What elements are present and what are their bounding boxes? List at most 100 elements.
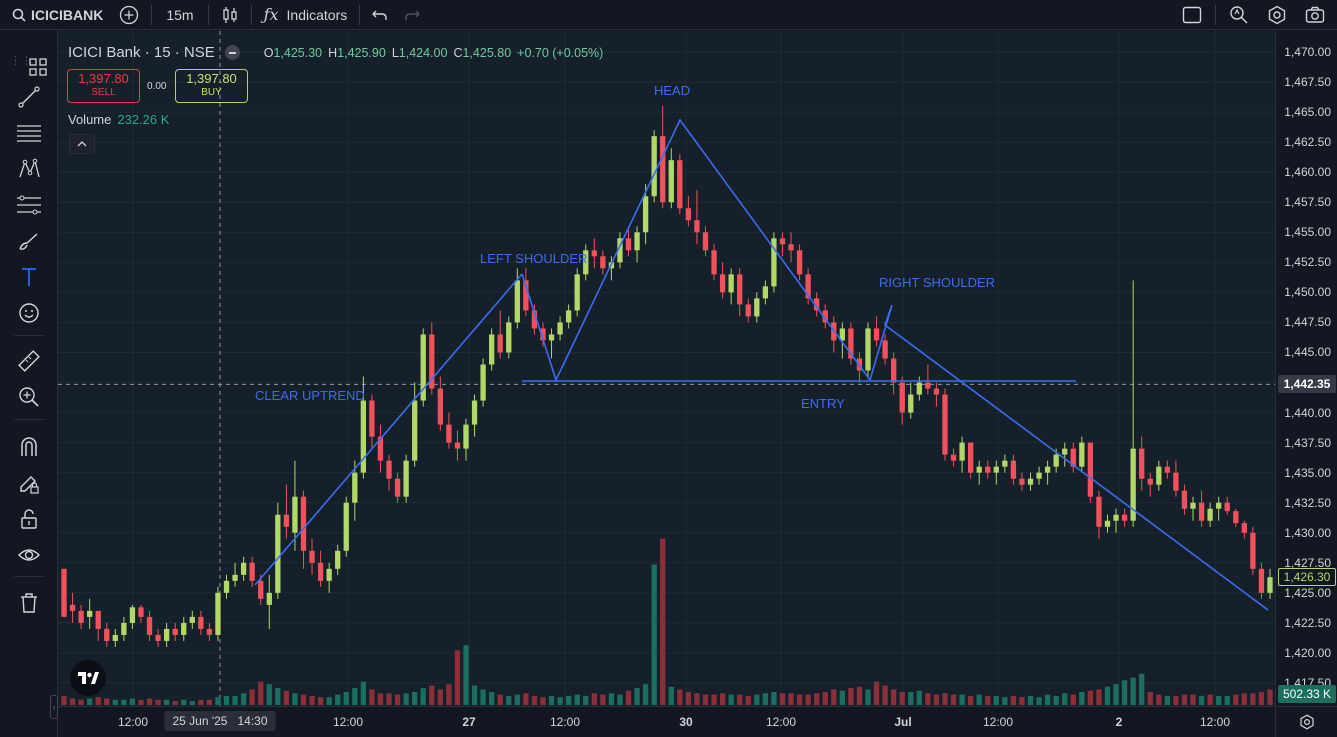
price-chart[interactable] bbox=[58, 31, 1275, 706]
undo-button[interactable] bbox=[364, 0, 396, 30]
candle-body bbox=[754, 298, 760, 317]
toolbar-divider bbox=[250, 4, 252, 25]
volume-bar bbox=[1044, 694, 1051, 705]
open-value: O1,425.30 bbox=[263, 45, 323, 60]
interval-button[interactable]: 15m bbox=[166, 6, 194, 23]
candle-body bbox=[574, 274, 580, 311]
price-axis[interactable]: 1,470.00 1,467.50 1,465.00 1,462.50 1,460.00… bbox=[1275, 31, 1337, 706]
candle-body bbox=[454, 442, 461, 449]
fib-tool[interactable] bbox=[12, 118, 46, 148]
chart-type-button[interactable] bbox=[213, 0, 247, 30]
right-shoulder-label[interactable]: RIGHT SHOULDER bbox=[879, 275, 996, 290]
text-tool[interactable] bbox=[12, 262, 46, 292]
symbol-search[interactable]: ICICIBANK bbox=[0, 0, 111, 30]
candle-body bbox=[121, 622, 127, 635]
entry-label[interactable]: ENTRY bbox=[801, 396, 845, 411]
time-tick: 12:00 bbox=[117, 715, 149, 729]
candle-body bbox=[771, 238, 777, 287]
candle-body bbox=[352, 472, 358, 503]
head-label[interactable]: HEAD bbox=[654, 83, 691, 98]
hide-drawings-tool[interactable] bbox=[12, 540, 46, 570]
zoom-tool[interactable] bbox=[12, 382, 46, 412]
layout-icon bbox=[1182, 6, 1202, 24]
magnet-tool[interactable] bbox=[12, 432, 46, 462]
projection-tool[interactable] bbox=[12, 190, 46, 220]
axis-settings-button[interactable] bbox=[1275, 706, 1337, 737]
layout-button[interactable] bbox=[1173, 0, 1211, 30]
volume-bar bbox=[386, 693, 392, 705]
ruler-tool[interactable] bbox=[12, 346, 46, 376]
volume-bar bbox=[839, 690, 845, 705]
top-right-tools bbox=[1173, 0, 1337, 30]
candle-body bbox=[61, 568, 67, 617]
volume-bar bbox=[805, 694, 811, 705]
candle-body bbox=[369, 400, 375, 437]
drag-handle[interactable]: ⋮⋮ bbox=[10, 55, 32, 67]
collapse-legend-button[interactable] bbox=[69, 134, 95, 154]
volume-bar bbox=[711, 694, 717, 705]
volume-bar bbox=[394, 694, 401, 705]
price-tick: 1,457.50 bbox=[1284, 195, 1331, 210]
volume-bar bbox=[1207, 694, 1213, 705]
volume-bar bbox=[642, 684, 649, 705]
candle-body bbox=[625, 238, 632, 251]
toolbar-divider bbox=[359, 4, 361, 25]
add-symbol-button[interactable] bbox=[111, 0, 147, 30]
apps-tool[interactable] bbox=[26, 52, 50, 82]
pattern-tool[interactable] bbox=[12, 154, 46, 184]
emoji-icon bbox=[19, 303, 39, 323]
volume-bar bbox=[198, 699, 204, 705]
time-axis[interactable]: 12:00 12:00 27 12:00 30 12:00 Jul 12:00 2 12:00 25… bbox=[58, 706, 1275, 737]
emoji-tool[interactable] bbox=[12, 298, 46, 328]
projection-icon bbox=[17, 195, 41, 215]
volume-bar bbox=[668, 686, 674, 705]
chevron-up-icon bbox=[77, 141, 87, 147]
legend-toggle[interactable] bbox=[224, 45, 240, 60]
candle-body bbox=[232, 574, 238, 581]
volume-bar bbox=[608, 693, 615, 705]
price-tick: 1,450.00 bbox=[1284, 285, 1331, 300]
settings-button[interactable] bbox=[1258, 0, 1296, 30]
clear-uptrend-label[interactable]: CLEAR UPTREND bbox=[255, 388, 365, 403]
redo-button[interactable] bbox=[396, 0, 428, 30]
screenshot-button[interactable] bbox=[1296, 0, 1337, 30]
brush-tool[interactable] bbox=[12, 226, 46, 256]
volume-bar bbox=[574, 694, 580, 705]
chart-pane[interactable] bbox=[58, 31, 1275, 706]
tradingview-logo[interactable] bbox=[70, 660, 106, 696]
candle-body bbox=[985, 466, 991, 473]
sidebar-toggle[interactable]: ‹ bbox=[50, 695, 58, 719]
candle-body bbox=[95, 610, 101, 629]
sell-button[interactable]: 1,397.80 SELL bbox=[67, 69, 140, 103]
symbol-title[interactable]: ICICI Bank · 15 · NSE bbox=[68, 44, 215, 61]
volume-bar bbox=[660, 538, 666, 705]
volume-bar bbox=[548, 695, 555, 705]
candle-body bbox=[1139, 448, 1145, 479]
candle-body bbox=[258, 580, 264, 599]
pattern-icon bbox=[19, 158, 40, 178]
lock-drawing-tool[interactable] bbox=[12, 468, 46, 498]
candle-body bbox=[711, 250, 717, 275]
candle-body bbox=[87, 610, 93, 617]
remove-drawings-tool[interactable] bbox=[12, 588, 46, 618]
volume-bar bbox=[189, 701, 195, 705]
candle-body bbox=[839, 328, 845, 341]
indicators-button[interactable]: ƒx Indicators bbox=[256, 0, 356, 30]
uptrend-line bbox=[254, 273, 523, 586]
candle-body bbox=[1070, 448, 1076, 467]
volume-legend[interactable]: Volume 232.26 K bbox=[68, 112, 169, 127]
lock-all-tool[interactable] bbox=[12, 504, 46, 534]
volume-bar bbox=[343, 692, 349, 705]
candle-body bbox=[240, 562, 247, 575]
left-shoulder-label[interactable]: LEFT SHOULDER bbox=[480, 251, 588, 266]
quick-search-button[interactable] bbox=[1220, 0, 1258, 30]
volume-bar bbox=[446, 684, 452, 705]
price-tick: 1,437.50 bbox=[1284, 435, 1331, 450]
time-tick: 30 bbox=[679, 715, 693, 729]
buy-button[interactable]: 1,397.80 BUY bbox=[175, 69, 248, 103]
volume-bar bbox=[523, 693, 529, 705]
volume-bar bbox=[104, 698, 110, 705]
volume-bar bbox=[677, 689, 683, 705]
candle-body bbox=[651, 136, 657, 197]
trend-line-tool[interactable] bbox=[12, 82, 46, 112]
